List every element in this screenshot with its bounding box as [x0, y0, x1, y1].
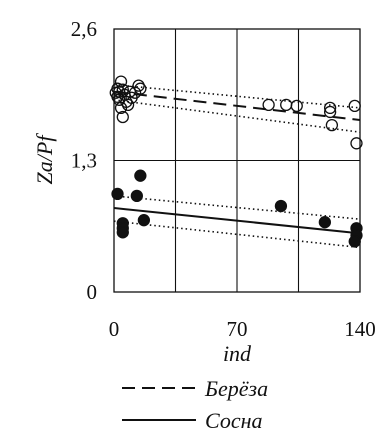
- grid: [114, 29, 360, 292]
- series-2-band-lower: [114, 220, 360, 249]
- y-tick-label: 2,6: [71, 17, 97, 41]
- series-2-point: [134, 169, 147, 182]
- series-1-point: [290, 99, 303, 113]
- series-1-point: [262, 98, 275, 112]
- series-1-point: [114, 75, 128, 88]
- data-points: [109, 75, 363, 248]
- series-1-point: [348, 99, 361, 113]
- series-2-point: [348, 235, 361, 248]
- series-1-point: [116, 83, 129, 96]
- series-2-point: [130, 189, 143, 203]
- legend: Берёза Сосна: [122, 376, 268, 430]
- series-1-point: [121, 98, 135, 112]
- series-1-point: [325, 118, 339, 132]
- series-1-point: [134, 82, 147, 95]
- x-axis-label: ind: [223, 341, 252, 366]
- x-tick-label: 70: [227, 317, 248, 341]
- x-tick-label: 140: [344, 317, 376, 341]
- x-tick-label: 0: [109, 317, 120, 341]
- series-1-point: [323, 105, 337, 119]
- series-1-point: [116, 110, 129, 124]
- series-1-band-upper: [114, 83, 360, 109]
- confidence-bands: [114, 83, 360, 249]
- fit-lines: [114, 90, 360, 235]
- series-2-point: [318, 216, 332, 229]
- series-2-point: [116, 226, 129, 239]
- y-axis-label: Za/Pf: [32, 133, 57, 185]
- series-2-fit-line: [114, 207, 360, 235]
- y-tick-label: 0: [87, 280, 98, 304]
- series-2-point: [111, 187, 124, 201]
- legend-label-pine: Сосна: [205, 408, 263, 430]
- series-2-band-upper: [114, 195, 360, 220]
- series-1-point: [323, 101, 337, 115]
- series-1-fit-line: [114, 90, 360, 122]
- series-1-band-lower: [114, 99, 360, 133]
- tick-labels: 0 1,3 2,6 0 70 140: [71, 17, 376, 341]
- y-tick-label: 1,3: [71, 149, 97, 173]
- series-1-point: [132, 79, 145, 92]
- legend-label-birch: Берёза: [204, 376, 268, 401]
- series-2-point: [137, 214, 151, 227]
- series-2-point: [274, 199, 288, 213]
- series-1-point: [350, 137, 363, 150]
- series-1-point: [280, 98, 293, 112]
